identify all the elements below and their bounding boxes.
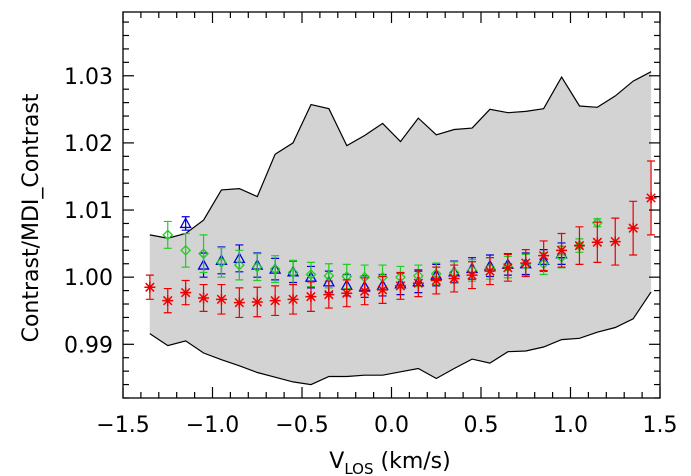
x-axis-label: VLOS (km/s)	[329, 449, 450, 476]
x-tick-label: 0.5	[464, 413, 499, 438]
series-layer	[144, 160, 657, 319]
error-bar	[163, 220, 172, 249]
data-point-star	[198, 292, 210, 304]
y-tick-label: 1.01	[64, 199, 113, 224]
data-point-star	[448, 273, 460, 285]
data-point-star	[287, 293, 299, 305]
data-point-diamond	[269, 263, 281, 275]
data-point-star	[627, 222, 639, 234]
band-upper-line	[149, 71, 652, 239]
data-point-star	[162, 295, 174, 307]
data-point-star	[412, 277, 424, 289]
data-point-star	[394, 280, 406, 292]
data-point-star	[466, 269, 478, 281]
x-axis-label-main: V	[329, 449, 344, 474]
data-point-star	[430, 275, 442, 287]
x-tick-label: 0.0	[374, 413, 409, 438]
data-point-star	[502, 262, 514, 274]
data-point-diamond	[180, 244, 192, 256]
labels-layer: Contrast/MDI_Contrast VLOS (km/s)	[19, 93, 451, 476]
data-point-diamond	[251, 261, 263, 273]
data-point-star	[341, 287, 353, 299]
data-point-star	[323, 289, 335, 301]
data-point-triangle	[179, 217, 192, 229]
data-point-star	[269, 295, 281, 307]
data-point-star	[359, 285, 371, 297]
data-point-star	[591, 236, 603, 248]
y-tick-label: 1.02	[64, 132, 113, 157]
error-bar	[199, 234, 208, 274]
x-tick-label: −0.5	[275, 413, 328, 438]
band-lower-line	[149, 291, 652, 386]
x-axis-label-unit: (km/s)	[374, 449, 451, 474]
data-point-star	[538, 250, 550, 262]
y-tick-label: 1.03	[64, 65, 113, 90]
data-point-diamond	[162, 229, 174, 241]
x-tick-label: −1.0	[186, 413, 239, 438]
error-bar	[217, 247, 226, 278]
data-point-star	[233, 297, 245, 309]
data-point-star	[144, 281, 156, 293]
data-point-star	[251, 296, 263, 308]
data-point-star	[520, 257, 532, 269]
y-tick-label: 0.99	[64, 333, 113, 358]
error-bar	[181, 232, 190, 268]
data-point-star	[609, 236, 621, 248]
error-bar	[271, 255, 280, 284]
data-point-star	[377, 284, 389, 296]
data-point-diamond	[305, 269, 317, 280]
y-tick-label: 1.00	[64, 266, 113, 291]
data-point-diamond	[216, 256, 227, 268]
shaded-band-layer	[149, 71, 652, 386]
data-point-diamond	[287, 267, 299, 278]
data-point-star	[305, 291, 317, 303]
data-point-star	[215, 293, 227, 305]
data-point-star	[180, 287, 192, 299]
error-bar	[253, 253, 262, 282]
x-axis-label-subscript: LOS	[344, 460, 373, 476]
y-axis-label: Contrast/MDI_Contrast	[19, 93, 44, 342]
x-tick-label: 1.0	[553, 413, 588, 438]
data-point-star	[484, 265, 496, 277]
data-point-diamond	[233, 259, 245, 271]
data-point-star	[645, 192, 657, 204]
x-tick-label: −1.5	[96, 413, 149, 438]
data-point-star	[556, 244, 568, 256]
x-tick-label: 1.5	[643, 413, 678, 438]
data-point-diamond	[323, 270, 335, 282]
data-point-diamond	[198, 248, 209, 260]
shaded-band	[149, 71, 652, 385]
series-star	[144, 160, 657, 319]
data-point-star	[573, 240, 585, 252]
error-bar	[235, 249, 244, 281]
axes-layer: −1.5 −1.0 −0.5 0.0 0.5 1.0 1.5 0.99 1.00 1.01 1.02…	[64, 11, 678, 438]
